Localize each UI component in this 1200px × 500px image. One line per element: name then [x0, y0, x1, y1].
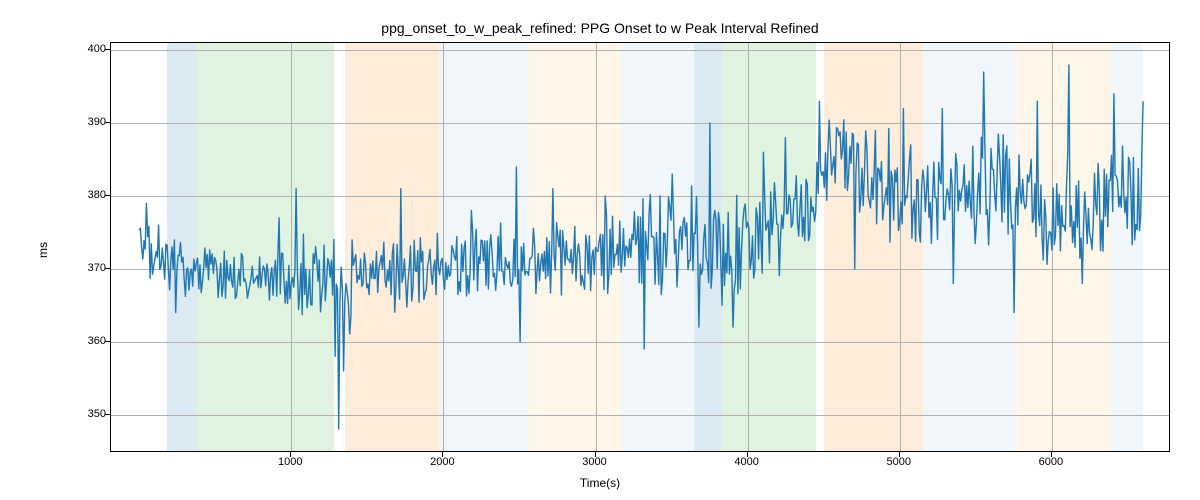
y-tick-label: 350 — [56, 408, 106, 420]
y-axis-label: ms — [36, 242, 50, 258]
plot-area — [110, 42, 1170, 452]
figure: ppg_onset_to_w_peak_refined: PPG Onset t… — [0, 0, 1200, 500]
x-tick-label: 4000 — [717, 456, 777, 468]
data-line — [111, 43, 1169, 451]
x-tick-label: 6000 — [1021, 456, 1081, 468]
x-tick-label: 3000 — [565, 456, 625, 468]
y-tick-label: 380 — [56, 189, 106, 201]
x-tick-label: 1000 — [260, 456, 320, 468]
y-tick-label: 390 — [56, 116, 106, 128]
chart-title: ppg_onset_to_w_peak_refined: PPG Onset t… — [0, 20, 1200, 36]
x-tick-label: 5000 — [869, 456, 929, 468]
y-tick-label: 370 — [56, 262, 106, 274]
y-tick-label: 360 — [56, 335, 106, 347]
y-tick-label: 400 — [56, 43, 106, 55]
x-tick-label: 2000 — [412, 456, 472, 468]
x-axis-label: Time(s) — [0, 476, 1200, 490]
